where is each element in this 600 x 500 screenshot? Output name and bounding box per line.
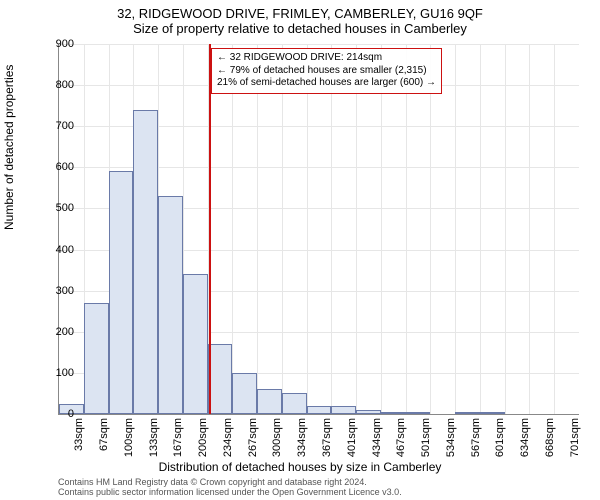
x-tick-label: 668sqm (544, 418, 556, 468)
histogram-bar (480, 412, 505, 414)
y-tick-label: 600 (44, 161, 74, 173)
plot-area: ← 32 RIDGEWOOD DRIVE: 214sqm ← 79% of de… (58, 44, 579, 415)
gridline-v (480, 44, 481, 414)
histogram-bar (183, 274, 208, 414)
annotation-line2: ← 79% of detached houses are smaller (2,… (217, 65, 436, 78)
gridline-v (554, 44, 555, 414)
histogram-bar (282, 393, 307, 414)
x-tick-label: 434sqm (371, 418, 383, 468)
y-axis-title: Number of detached properties (2, 65, 16, 230)
histogram-bar (208, 344, 233, 414)
y-tick-label: 300 (44, 285, 74, 297)
gridline-v (406, 44, 407, 414)
gridline-v (282, 44, 283, 414)
histogram-bar (84, 303, 109, 414)
footnote-line2: Contains public sector information licen… (58, 488, 402, 498)
gridline-h (59, 44, 579, 45)
x-tick-label: 334sqm (296, 418, 308, 468)
y-tick-label: 700 (44, 120, 74, 132)
y-tick-label: 100 (44, 367, 74, 379)
gridline-v (505, 44, 506, 414)
y-tick-label: 500 (44, 202, 74, 214)
annotation-line3: 21% of semi-detached houses are larger (… (217, 77, 436, 90)
x-tick-label: 534sqm (445, 418, 457, 468)
gridline-v (356, 44, 357, 414)
footnote: Contains HM Land Registry data © Crown c… (58, 478, 402, 498)
x-tick-label: 467sqm (395, 418, 407, 468)
gridline-v (307, 44, 308, 414)
histogram-bar (356, 410, 381, 414)
x-tick-label: 501sqm (420, 418, 432, 468)
gridline-v (430, 44, 431, 414)
x-tick-label: 234sqm (222, 418, 234, 468)
x-tick-label: 701sqm (569, 418, 581, 468)
gridline-v (381, 44, 382, 414)
y-tick-label: 400 (44, 244, 74, 256)
x-tick-label: 167sqm (172, 418, 184, 468)
gridline-v (257, 44, 258, 414)
histogram-bar (158, 196, 183, 414)
x-tick-label: 401sqm (346, 418, 358, 468)
x-tick-label: 634sqm (519, 418, 531, 468)
property-size-histogram: 32, RIDGEWOOD DRIVE, FRIMLEY, CAMBERLEY,… (0, 0, 600, 500)
x-tick-label: 33sqm (73, 418, 85, 468)
gridline-v (529, 44, 530, 414)
histogram-bar (381, 412, 406, 414)
x-tick-label: 567sqm (470, 418, 482, 468)
histogram-bar (307, 406, 332, 414)
histogram-bar (406, 412, 431, 414)
histogram-bar (257, 389, 282, 414)
gridline-v (232, 44, 233, 414)
subject-property-marker (209, 44, 211, 414)
y-tick-label: 900 (44, 38, 74, 50)
x-tick-label: 67sqm (98, 418, 110, 468)
chart-title-address: 32, RIDGEWOOD DRIVE, FRIMLEY, CAMBERLEY,… (0, 0, 600, 21)
x-tick-label: 133sqm (148, 418, 160, 468)
histogram-bar (133, 110, 158, 414)
annotation-line1: ← 32 RIDGEWOOD DRIVE: 214sqm (217, 52, 436, 65)
x-tick-label: 267sqm (247, 418, 259, 468)
gridline-v (455, 44, 456, 414)
y-tick-label: 200 (44, 326, 74, 338)
x-tick-label: 300sqm (271, 418, 283, 468)
y-tick-label: 800 (44, 79, 74, 91)
x-tick-label: 601sqm (494, 418, 506, 468)
histogram-bar (109, 171, 134, 414)
histogram-bar (331, 406, 356, 414)
x-tick-label: 367sqm (321, 418, 333, 468)
chart-subtitle: Size of property relative to detached ho… (0, 21, 600, 40)
histogram-bar (455, 412, 480, 414)
x-tick-label: 200sqm (197, 418, 209, 468)
annotation-box: ← 32 RIDGEWOOD DRIVE: 214sqm ← 79% of de… (211, 48, 442, 94)
y-tick-label: 0 (44, 408, 74, 420)
x-tick-label: 100sqm (123, 418, 135, 468)
histogram-bar (232, 373, 257, 414)
gridline-v (331, 44, 332, 414)
